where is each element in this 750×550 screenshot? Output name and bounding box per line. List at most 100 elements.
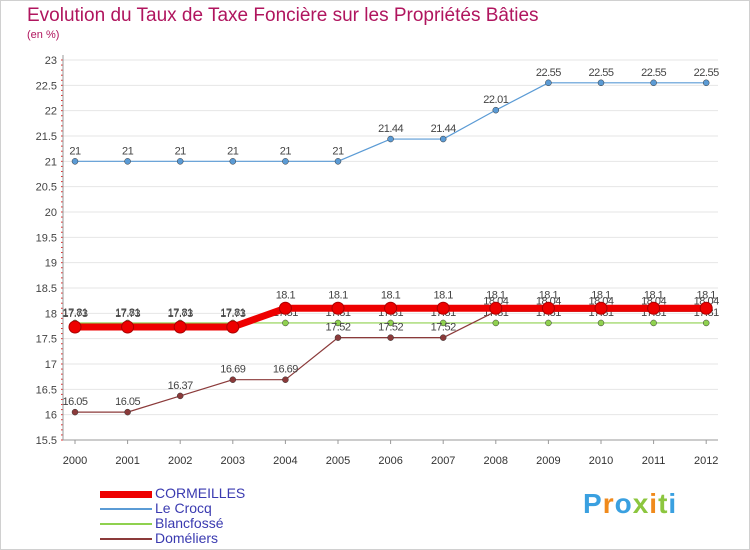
data-point bbox=[334, 319, 342, 327]
data-point bbox=[387, 334, 394, 341]
y-tick-label: 23 bbox=[45, 55, 57, 67]
y-tick-label: 16.5 bbox=[36, 384, 57, 396]
y-tick-label: 15.5 bbox=[36, 435, 57, 447]
legend-swatch bbox=[100, 490, 152, 498]
data-label: 18.04 bbox=[694, 295, 719, 307]
logo-letter: t bbox=[658, 488, 669, 519]
data-point bbox=[489, 301, 503, 315]
data-label: 16.69 bbox=[273, 364, 298, 376]
data-label: 17.73 bbox=[115, 308, 140, 320]
legend-label: Blancfossé bbox=[155, 515, 224, 531]
data-point bbox=[226, 320, 240, 334]
data-point bbox=[436, 301, 450, 315]
data-point bbox=[699, 301, 713, 315]
data-point bbox=[121, 320, 135, 334]
x-tick-label: 2003 bbox=[221, 455, 245, 467]
data-point bbox=[334, 158, 342, 165]
data-point bbox=[229, 158, 237, 165]
data-label: 18.1 bbox=[276, 289, 296, 301]
data-point bbox=[647, 301, 661, 315]
data-point bbox=[439, 334, 447, 341]
data-label: 22.55 bbox=[536, 67, 561, 79]
grid-lines bbox=[63, 59, 718, 441]
data-label: 17.52 bbox=[325, 322, 350, 334]
data-point bbox=[176, 158, 184, 165]
data-point bbox=[545, 319, 552, 327]
y-tick-label: 22 bbox=[45, 106, 57, 118]
data-label: 18.1 bbox=[696, 289, 716, 301]
data-point bbox=[650, 79, 657, 87]
data-point bbox=[387, 319, 394, 327]
data-point bbox=[229, 376, 237, 383]
data-point bbox=[176, 392, 184, 400]
data-point bbox=[545, 79, 552, 87]
data-label: 21 bbox=[122, 145, 134, 157]
y-tick-label: 19 bbox=[45, 258, 57, 270]
legend-label: CORMEILLES bbox=[155, 485, 246, 501]
data-label: 22.01 bbox=[483, 94, 508, 106]
x-tick-label: 2012 bbox=[694, 455, 718, 467]
logo-letter: o bbox=[614, 488, 633, 519]
data-point bbox=[331, 301, 345, 315]
series-le-crocq: 21 21 21 21 21 21 21.44 21.44 22.01 22.55 22.55 22.… bbox=[69, 67, 720, 165]
data-point bbox=[492, 106, 500, 114]
logo-letter: r bbox=[602, 488, 615, 519]
data-point bbox=[384, 301, 398, 315]
data-label: 16.69 bbox=[220, 364, 245, 376]
series-cormeilles: 17.73 17.73 17.73 17.73 18.1 18.1 18.1 18.1 18.1… bbox=[62, 289, 717, 334]
data-point bbox=[334, 334, 342, 341]
data-point bbox=[702, 319, 710, 327]
legend-swatch bbox=[100, 538, 152, 540]
data-label: 17.52 bbox=[431, 322, 456, 334]
data-label: 18.1 bbox=[591, 289, 611, 301]
x-tick-label: 2008 bbox=[484, 455, 508, 467]
legend-item: Doméliers bbox=[100, 530, 360, 546]
y-tick-label: 21 bbox=[45, 156, 57, 168]
data-label: 17.81 bbox=[168, 307, 193, 319]
x-tick-label: 2007 bbox=[431, 455, 455, 467]
data-label: 17.73 bbox=[168, 308, 193, 320]
data-label: 18.04 bbox=[641, 295, 666, 307]
data-label: 18.1 bbox=[433, 289, 453, 301]
data-point bbox=[124, 158, 131, 165]
x-tick-label: 2010 bbox=[589, 455, 613, 467]
data-label: 17.81 bbox=[220, 307, 245, 319]
proxiti-logo: Proxiti bbox=[583, 488, 677, 520]
data-label: 21.44 bbox=[431, 123, 456, 135]
data-point bbox=[702, 79, 710, 87]
data-point bbox=[594, 301, 608, 315]
y-tick-label: 16 bbox=[45, 410, 57, 422]
data-label: 17.81 bbox=[62, 307, 87, 319]
data-point bbox=[439, 319, 447, 327]
logo-letter: i bbox=[668, 488, 678, 519]
data-label: 16.37 bbox=[168, 380, 193, 392]
data-label: 17.52 bbox=[378, 322, 403, 334]
data-point bbox=[597, 79, 605, 87]
data-label: 17.73 bbox=[62, 308, 87, 320]
data-label: 18.1 bbox=[328, 289, 348, 301]
data-point bbox=[282, 158, 289, 165]
chart-legend: CORMEILLES Le Crocq Blancfossé Doméliers bbox=[100, 485, 360, 546]
y-tick-label: 19.5 bbox=[36, 232, 57, 244]
data-label: 16.05 bbox=[115, 396, 140, 408]
x-tick-label: 2001 bbox=[115, 455, 139, 467]
data-label: 21 bbox=[175, 145, 187, 157]
chart-title: Evolution du Taux de Taxe Foncière sur l… bbox=[27, 5, 539, 26]
data-label: 16.05 bbox=[62, 396, 87, 408]
y-tick-label: 18.5 bbox=[36, 283, 57, 295]
x-tick-label: 2002 bbox=[168, 455, 192, 467]
x-tick-label: 2011 bbox=[642, 455, 666, 467]
data-point bbox=[71, 158, 79, 165]
logo-letter: P bbox=[583, 488, 603, 519]
y-tick-label: 20.5 bbox=[36, 182, 57, 194]
legend-item: Blancfossé bbox=[100, 515, 360, 531]
data-point bbox=[597, 319, 605, 327]
data-point bbox=[124, 408, 131, 416]
data-label: 22.55 bbox=[588, 67, 613, 79]
data-point bbox=[282, 376, 289, 383]
x-tick-label: 2009 bbox=[536, 455, 560, 467]
data-label: 22.55 bbox=[641, 67, 666, 79]
data-label: 21.44 bbox=[378, 123, 403, 135]
